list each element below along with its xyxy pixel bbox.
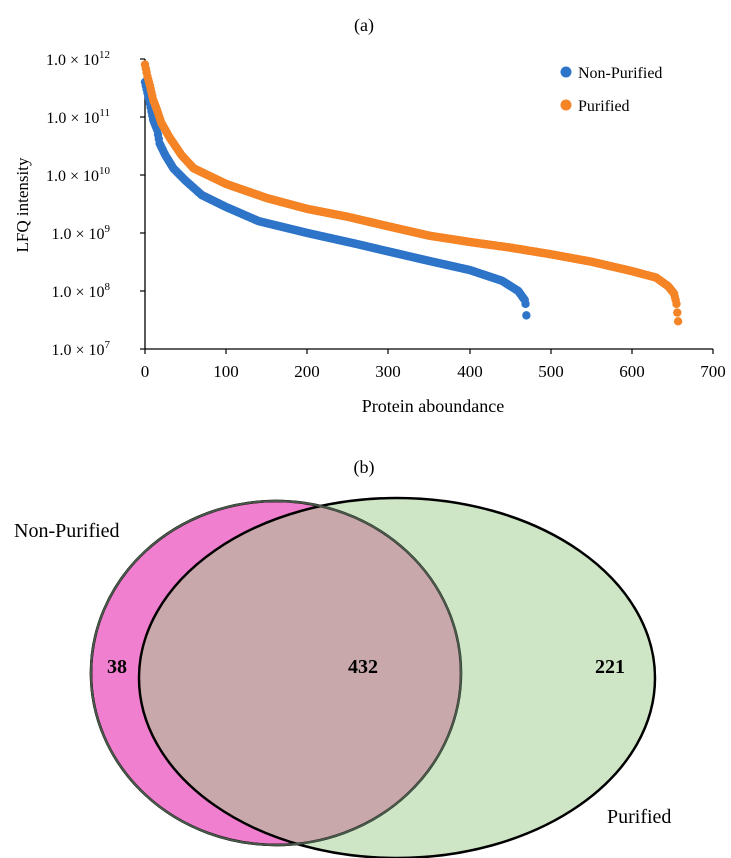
svg-text:400: 400 (457, 362, 483, 381)
y-tick-1-mantissa: 1.0 × 10 (51, 284, 104, 301)
series-non-purified (140, 77, 531, 320)
legend-item-non-purified: Non-Purified (560, 65, 662, 82)
series-purified (140, 60, 683, 326)
svg-text:300: 300 (375, 362, 401, 381)
x-tick-7: 700 (700, 349, 726, 381)
y-tick-5-mantissa: 1.0 × 10 (46, 52, 99, 69)
svg-text:200: 200 (294, 362, 320, 381)
y-tick-0-mantissa: 1.0 × 10 (51, 342, 104, 359)
data-point (673, 317, 683, 326)
x-tick-3: 300 (375, 349, 401, 381)
data-point (521, 299, 530, 309)
x-tick-0: 0 (141, 349, 150, 381)
y-tick-4-mantissa: 1.0 × 10 (46, 110, 99, 127)
svg-text:600: 600 (619, 362, 645, 381)
data-point (672, 299, 681, 309)
legend-marker-purified (560, 99, 572, 111)
y-tick-4-exp: 11 (99, 107, 110, 119)
svg-text:1.0 × 108: 1.0 × 108 (51, 281, 110, 301)
panel-b-label: (b) (354, 457, 375, 478)
y-axis-title: LFQ intensity (13, 157, 32, 252)
x-tick-4: 400 (457, 349, 483, 381)
y-tick-2: 1.0 × 109 (51, 223, 145, 243)
legend-label-non-purified: Non-Purified (578, 65, 662, 82)
venn-value-purified-only: 221 (595, 656, 625, 678)
venn-value-non-purified-only: 38 (107, 656, 127, 678)
svg-text:1.0 × 1010: 1.0 × 1010 (46, 165, 111, 185)
y-tick-4: 1.0 × 1011 (46, 107, 145, 127)
x-tick-2: 200 (294, 349, 320, 381)
legend-label-purified: Purified (578, 98, 630, 115)
data-point (522, 311, 531, 320)
svg-text:1.0 × 109: 1.0 × 109 (51, 223, 110, 243)
svg-text:1.0 × 107: 1.0 × 107 (51, 339, 110, 359)
venn-outline-purified (137, 496, 657, 858)
y-tick-3: 1.0 × 1010 (46, 165, 145, 185)
venn-label-purified: Purified (607, 806, 671, 828)
y-tick-2-exp: 9 (105, 223, 111, 235)
x-tick-5: 500 (538, 349, 564, 381)
venn-label-non-purified: Non-Purified (14, 520, 120, 542)
x-tick-6: 600 (619, 349, 645, 381)
y-tick-5: 1.0 × 1012 (46, 49, 145, 69)
y-tick-1: 1.0 × 108 (51, 281, 145, 301)
scatter-points (140, 60, 683, 326)
svg-text:100: 100 (213, 362, 239, 381)
svg-text:1.0 × 1011: 1.0 × 1011 (46, 107, 110, 127)
svg-text:700: 700 (700, 362, 726, 381)
venn-panel: (b) Non-Purified Purified 38 432 221 (14, 457, 671, 858)
y-tick-3-mantissa: 1.0 × 10 (46, 168, 99, 185)
x-tick-1: 100 (213, 349, 239, 381)
y-tick-3-exp: 10 (99, 165, 111, 177)
venn-value-intersection: 432 (348, 656, 378, 678)
y-tick-1-exp: 8 (105, 281, 111, 293)
y-tick-5-exp: 12 (99, 49, 110, 61)
data-point (673, 308, 682, 317)
scatter-panel: (a) 1.0 × 107 1.0 × 108 1.0 × 109 1.0 × … (13, 15, 726, 416)
venn-intersection (139, 501, 461, 845)
svg-text:1.0 × 1012: 1.0 × 1012 (46, 49, 110, 69)
y-tick-0-exp: 7 (105, 339, 111, 351)
legend-item-purified: Purified (560, 98, 630, 115)
svg-text:500: 500 (538, 362, 564, 381)
y-tick-2-mantissa: 1.0 × 10 (51, 226, 104, 243)
x-axis-title: Protein aboundance (362, 396, 504, 416)
svg-text:0: 0 (141, 362, 150, 381)
legend-marker-non-purified (560, 66, 572, 78)
y-tick-0: 1.0 × 107 (51, 339, 145, 359)
legend: Non-Purified Purified (560, 65, 662, 115)
panel-a-label: (a) (354, 15, 374, 36)
